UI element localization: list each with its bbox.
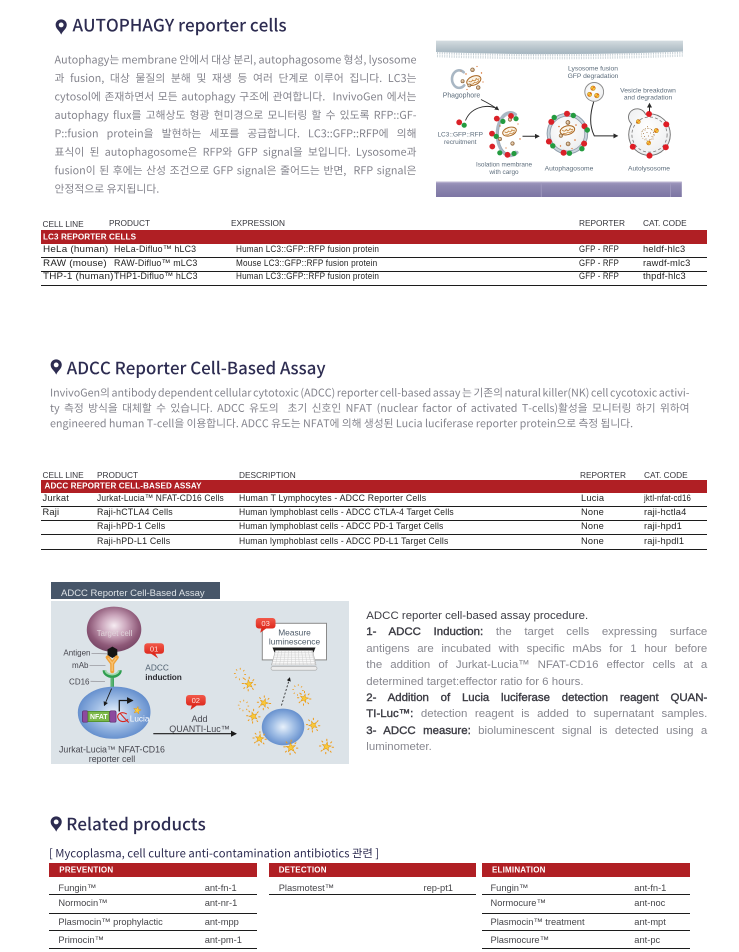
svg-text:Phagophore: Phagophore [443,93,481,100]
svg-text:Antigen: Antigen [63,648,90,657]
svg-text:Jurkat-Lucia™ NFAT-CD16: Jurkat-Lucia™ NFAT-CD16 [59,744,165,754]
svg-text:mAb: mAb [72,661,89,670]
svg-text:QUANTI-Luc™: QUANTI-Luc™ [169,724,230,734]
svg-text:with cargo: with cargo [488,169,519,176]
svg-text:GFP degradation: GFP degradation [568,73,619,80]
svg-text:Target cell: Target cell [96,629,132,638]
svg-text:Isolation membrane: Isolation membrane [476,162,533,169]
svg-text:CD16: CD16 [69,677,90,686]
svg-text:Measure: Measure [278,627,311,637]
svg-text:Add: Add [191,714,207,724]
svg-text:luminescence: luminescence [268,636,320,646]
svg-text:recruitment: recruitment [444,139,477,146]
svg-text:NFAT: NFAT [90,714,108,721]
svg-text:Lucia: Lucia [129,714,149,723]
svg-text:02: 02 [191,696,199,705]
svg-text:01: 01 [149,644,157,653]
svg-text:Lysosome fusion: Lysosome fusion [568,66,618,73]
svg-text:reporter cell: reporter cell [88,754,134,764]
svg-text:LC3::GFP::RFP: LC3::GFP::RFP [437,132,483,139]
svg-text:Autolysosome: Autolysosome [628,166,670,173]
svg-text:ADCC: ADCC [145,662,169,672]
svg-text:Autophagosome: Autophagosome [545,166,594,173]
svg-text:Vesicle breakdown: Vesicle breakdown [620,88,676,95]
svg-text:induction: induction [145,672,181,682]
svg-text:03: 03 [261,619,269,628]
svg-text:and degradation: and degradation [624,94,673,101]
